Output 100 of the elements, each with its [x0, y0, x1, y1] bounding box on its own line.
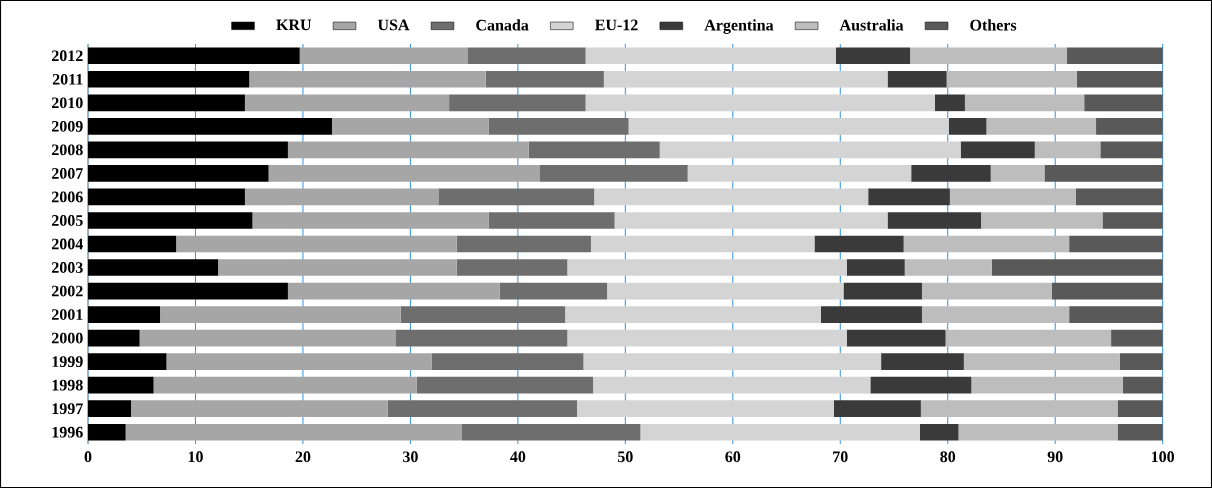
bar — [981, 212, 1103, 229]
bar — [88, 329, 140, 347]
bar — [1084, 94, 1163, 112]
bar — [400, 306, 566, 323]
bar — [125, 423, 462, 441]
bar — [881, 353, 964, 370]
x-tick-label: 100 — [1151, 451, 1175, 463]
bar — [176, 235, 457, 253]
y-tick-label: 2010 — [51, 97, 83, 109]
bar — [919, 423, 959, 441]
bar — [949, 188, 1076, 206]
bar — [814, 235, 904, 253]
bar — [603, 70, 888, 88]
bar — [1044, 165, 1163, 182]
x-tick-label: 20 — [295, 451, 311, 463]
bar — [462, 423, 641, 441]
bar — [449, 94, 586, 112]
bar — [287, 141, 529, 159]
bar — [1051, 282, 1163, 300]
bar — [287, 282, 500, 300]
bar — [846, 329, 946, 347]
bar — [921, 306, 1070, 323]
bar — [488, 118, 629, 135]
y-tick-label: 2011 — [52, 73, 83, 85]
bar — [131, 400, 388, 418]
bar — [640, 423, 920, 441]
legend-label: KRU — [276, 19, 312, 31]
bar — [88, 47, 300, 65]
bar — [456, 235, 591, 253]
bar — [1102, 212, 1163, 229]
legend-label: EU-12 — [595, 19, 638, 31]
bar — [252, 212, 489, 229]
y-tick-label: 2004 — [51, 238, 83, 250]
bar — [88, 141, 288, 159]
bar — [88, 118, 332, 135]
bar — [594, 188, 869, 206]
bar — [88, 259, 219, 276]
y-tick-label: 2000 — [51, 332, 83, 344]
y-tick-label: 2002 — [51, 285, 83, 297]
bar — [244, 94, 450, 112]
bar — [971, 376, 1123, 394]
bar — [88, 423, 126, 441]
bar — [911, 165, 991, 182]
bar — [585, 94, 935, 112]
bar — [88, 188, 245, 206]
bar — [249, 70, 486, 88]
x-tick-label: 90 — [1047, 451, 1063, 463]
bar — [1111, 329, 1163, 347]
bar — [590, 235, 815, 253]
bar — [1075, 188, 1163, 206]
legend-label: USA — [377, 19, 410, 31]
x-tick-label: 40 — [510, 451, 526, 463]
legend-label: Australia — [839, 19, 904, 31]
bar — [1034, 141, 1101, 159]
bar — [920, 400, 1118, 418]
bar — [870, 376, 972, 394]
bar — [485, 70, 604, 88]
bar — [1122, 376, 1163, 394]
bar — [687, 165, 912, 182]
bar — [1067, 47, 1163, 65]
bar — [1096, 118, 1163, 135]
bar — [88, 306, 161, 323]
bar — [607, 282, 844, 300]
bar — [963, 353, 1120, 370]
x-tick-label: 0 — [84, 451, 92, 463]
bar — [528, 141, 660, 159]
bar — [1119, 353, 1163, 370]
y-tick-label: 1999 — [52, 356, 83, 367]
bar — [456, 259, 568, 276]
bar — [395, 329, 568, 347]
bar — [431, 353, 584, 370]
bar — [583, 353, 882, 370]
bar — [628, 118, 949, 135]
bar — [567, 259, 847, 276]
bar — [160, 306, 401, 323]
y-tick-label: 2008 — [51, 144, 83, 156]
y-tick-label: 2012 — [51, 50, 83, 62]
bar — [1069, 235, 1163, 253]
bar — [88, 212, 253, 229]
bar — [614, 212, 888, 229]
bar — [1076, 70, 1163, 88]
bar — [948, 118, 987, 135]
bar — [835, 47, 911, 65]
bar — [593, 376, 871, 394]
bar — [921, 282, 1052, 300]
bar — [887, 70, 947, 88]
bar — [1117, 423, 1163, 441]
bar — [218, 259, 457, 276]
x-tick-label: 10 — [188, 451, 203, 463]
bar — [567, 329, 847, 347]
bar — [903, 235, 1070, 253]
bar — [416, 376, 594, 394]
bar — [268, 165, 540, 182]
bar — [946, 70, 1077, 88]
bar — [576, 400, 834, 418]
y-tick-label: 2005 — [51, 215, 83, 226]
bar — [887, 212, 982, 229]
y-tick-label: 1996 — [52, 426, 83, 438]
bar — [539, 165, 688, 182]
bar — [1117, 400, 1163, 418]
